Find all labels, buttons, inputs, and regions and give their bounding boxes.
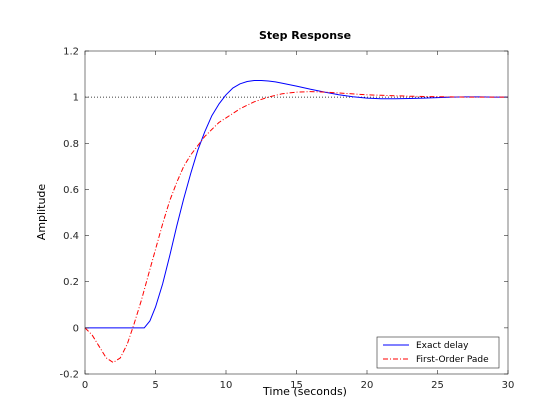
- chart-title: Step Response: [259, 29, 351, 42]
- series-line-exact-delay: [85, 80, 508, 329]
- legend-label-first-order-pade: First-Order Pade: [416, 355, 489, 365]
- y-tick-label: 0.2: [63, 277, 79, 288]
- y-tick-label: 1.2: [63, 47, 79, 58]
- x-tick-label: 10: [220, 380, 233, 391]
- y-tick-label: 1: [73, 93, 79, 104]
- legend-label-exact-delay: Exact delay: [416, 341, 469, 351]
- plot-area: [85, 51, 508, 374]
- legend: Exact delay First-Order Pade: [376, 336, 500, 369]
- x-tick-label: 5: [152, 380, 158, 391]
- x-tick-label: 20: [361, 380, 374, 391]
- series-line-first-order-pade: [84, 91, 508, 363]
- x-tick-label: 25: [431, 380, 444, 391]
- y-tick-label: -0.2: [59, 370, 79, 381]
- x-tick-label: 0: [82, 380, 88, 391]
- y-axis-label: Amplitude: [35, 184, 48, 241]
- y-tick-label: 0.8: [63, 139, 79, 150]
- y-tick-label: 0: [73, 323, 79, 334]
- x-tick-label: 30: [502, 380, 515, 391]
- x-tick-label: 15: [290, 380, 303, 391]
- y-tick-label: 0.6: [63, 185, 79, 196]
- series-layer: [84, 80, 508, 363]
- x-axis-label: Time (seconds): [262, 385, 347, 398]
- plot-frame: [84, 50, 509, 375]
- y-tick-label: 0.4: [63, 231, 79, 242]
- legend-box: [376, 336, 500, 369]
